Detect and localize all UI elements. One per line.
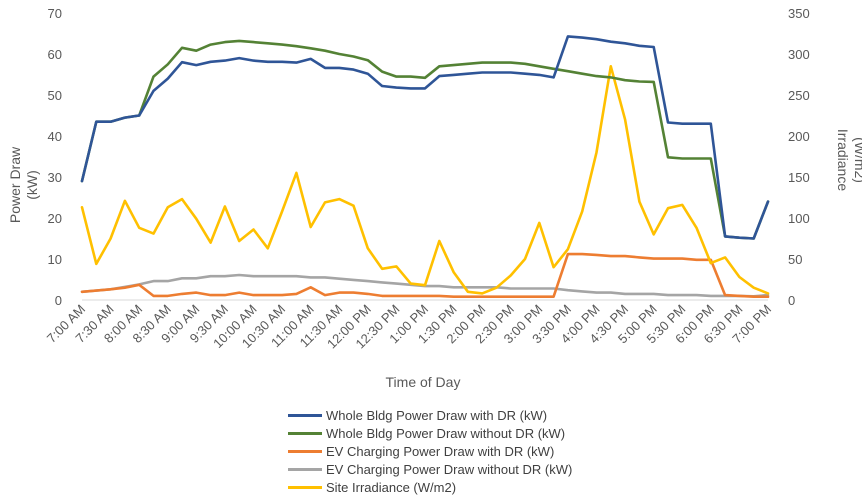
left-y-tick-label: 60 [48, 47, 62, 62]
legend-label: Site Irradiance (W/m2) [326, 479, 457, 495]
right-y-axis-ticks: 0 50 100 150 200 250 300 350 [788, 6, 810, 308]
right-y-tick-label: 250 [788, 88, 810, 103]
legend-label: EV Charging Power Draw without DR (kW) [326, 461, 573, 477]
left-y-tick-label: 10 [48, 252, 62, 267]
left-y-tick-label: 0 [55, 293, 62, 308]
legend-label: EV Charging Power Draw with DR (kW) [326, 443, 555, 459]
legend-item-ev-charging-with-dr: EV Charging Power Draw with DR (kW) [288, 442, 572, 460]
legend-swatch [288, 413, 322, 417]
legend-label: Whole Bldg Power Draw with DR (kW) [326, 407, 548, 423]
left-y-axis-ticks: 0 10 20 30 40 50 60 70 [48, 6, 62, 308]
right-y-axis-title-line1: Irradiance [835, 129, 851, 191]
right-y-tick-label: 200 [788, 129, 810, 144]
series-line-1 [80, 39, 770, 240]
x-axis-ticks: 7:00 AM7:30 AM8:00 AM8:30 AM9:00 AM9:30 … [44, 302, 774, 352]
right-y-tick-label: 50 [788, 252, 802, 267]
left-y-tick-label: 20 [48, 211, 62, 226]
right-y-tick-label: 150 [788, 170, 810, 185]
right-y-tick-label: 300 [788, 47, 810, 62]
right-y-tick-label: 100 [788, 211, 810, 226]
legend-item-site-irradiance: Site Irradiance (W/m2) [288, 478, 572, 496]
series-lines [80, 35, 770, 299]
series-line-4 [80, 65, 770, 295]
chart: 0 10 20 30 40 50 60 70 0 50 100 150 200 250 300 350 7:… [7, 6, 862, 390]
left-y-tick-label: 40 [48, 129, 62, 144]
left-y-tick-label: 50 [48, 88, 62, 103]
series-line-2 [80, 252, 770, 299]
legend-swatch [288, 449, 322, 453]
legend-item-whole-bldg-without-dr: Whole Bldg Power Draw without DR (kW) [288, 424, 572, 442]
legend-item-ev-charging-without-dr: EV Charging Power Draw without DR (kW) [288, 460, 572, 478]
left-y-axis-title-line2: (kW) [24, 170, 40, 200]
legend-swatch [288, 485, 322, 489]
series-line-0 [80, 35, 770, 240]
legend-label: Whole Bldg Power Draw without DR (kW) [326, 425, 566, 441]
legend-item-whole-bldg-with-dr: Whole Bldg Power Draw with DR (kW) [288, 406, 572, 424]
right-y-axis-title-line2: (W/m2) [852, 137, 862, 183]
right-y-tick-label: 0 [788, 293, 795, 308]
legend-swatch [288, 467, 322, 471]
left-y-axis-title-line1: Power Draw [7, 146, 23, 223]
left-y-tick-label: 30 [48, 170, 62, 185]
legend: Whole Bldg Power Draw with DR (kW) Whole… [288, 406, 572, 496]
legend-swatch [288, 431, 322, 435]
right-y-tick-label: 350 [788, 6, 810, 21]
x-axis-title: Time of Day [386, 374, 461, 390]
left-y-tick-label: 70 [48, 6, 62, 21]
